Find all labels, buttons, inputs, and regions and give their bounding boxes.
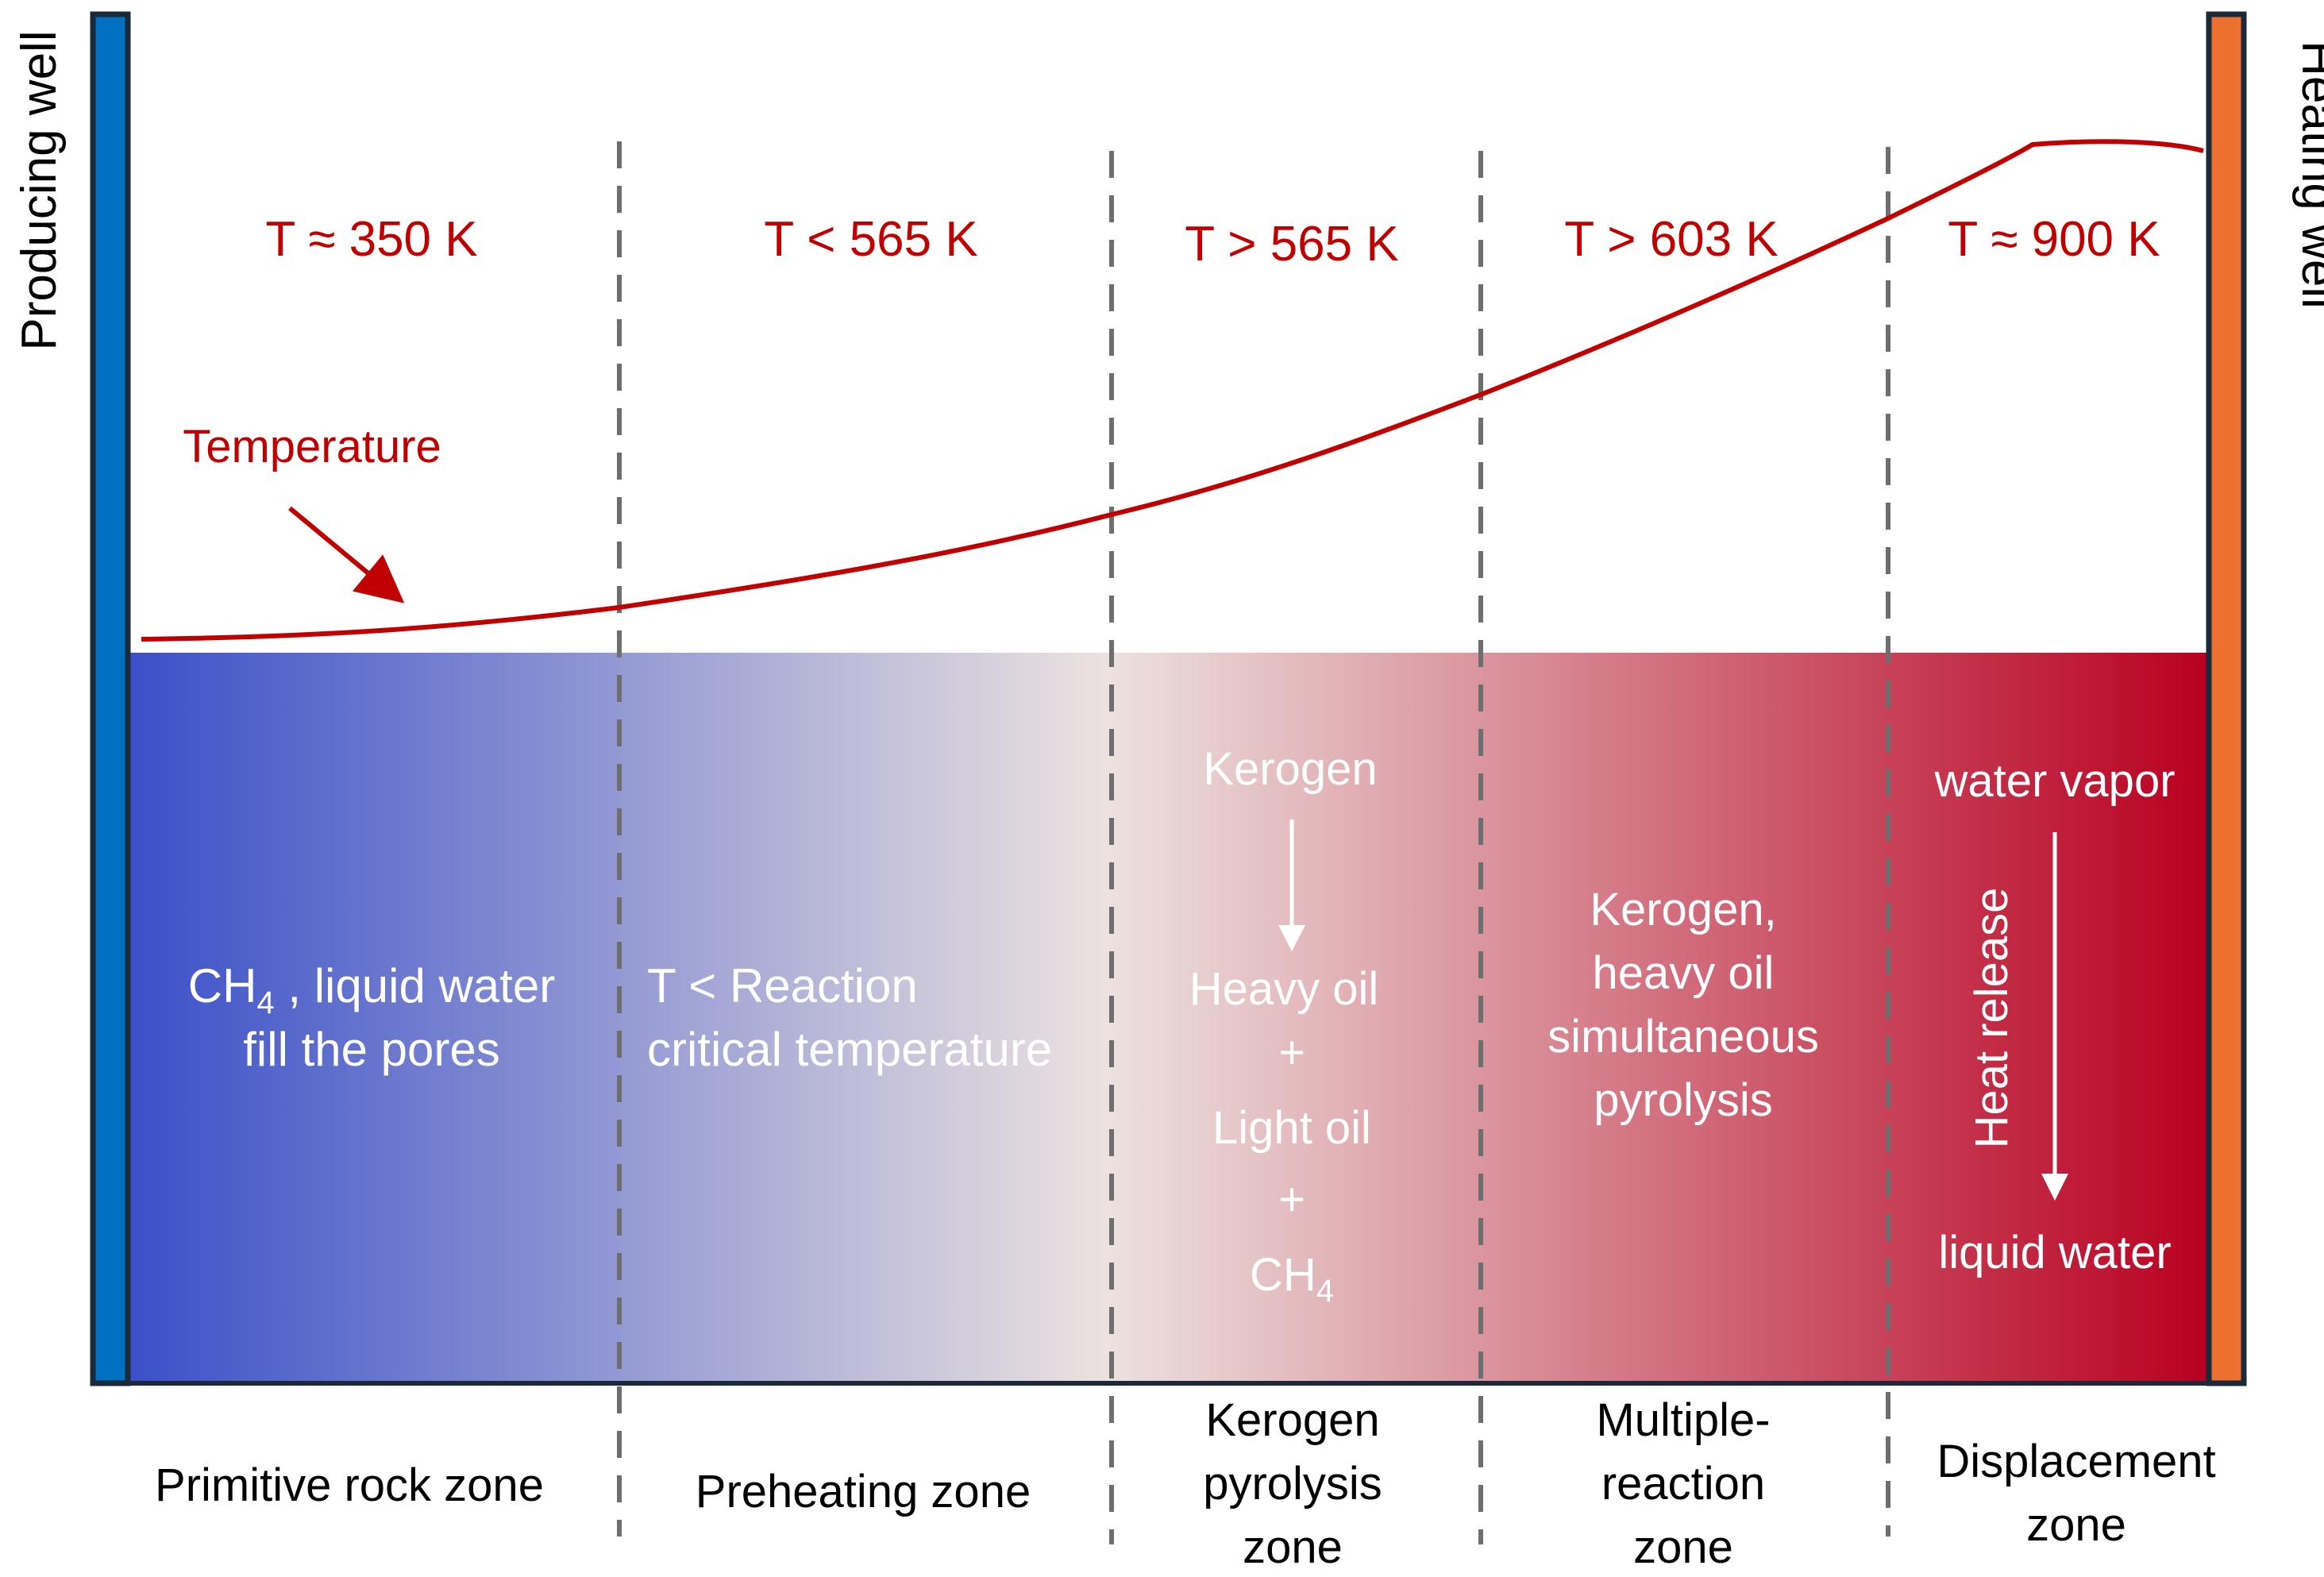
zone-name-1: Primitive rock zone <box>155 1459 544 1511</box>
displacement-contents: water vapor Heat release liquid water <box>1933 755 2175 1278</box>
pyrolysis-arrow-head <box>1278 925 1305 951</box>
pyrolysis-product-2: Light oil <box>1212 1102 1371 1154</box>
temperature-curve <box>141 139 2204 642</box>
heat-release-arrow-head <box>2041 1174 2068 1201</box>
zone-name-4c: zone <box>1633 1521 1733 1573</box>
producing-well-bar <box>90 11 131 1386</box>
temperature-label: Temperature <box>183 421 441 472</box>
displacement-top: water vapor <box>1933 755 2175 807</box>
zone-names: Primitive rock zone Preheating zone Kero… <box>155 1394 2216 1573</box>
zone-name-3b: pyrolysis <box>1203 1458 1382 1510</box>
heating-well-bar <box>2206 11 2247 1386</box>
primitive-line-1: CH4 , liquid water <box>188 959 555 1020</box>
preheating-contents: T < Reaction critical temperature <box>647 959 1052 1076</box>
zone-name-3a: Kerogen <box>1205 1394 1379 1446</box>
pyrolysis-reactant: Kerogen <box>1203 743 1377 795</box>
pyrolysis-product-1: Heavy oil <box>1189 963 1379 1015</box>
reservoir-band <box>129 653 2209 1383</box>
pyrolysis-plus-2: + <box>1278 1174 1305 1225</box>
zone-temp-3: T > 565 K <box>1185 217 1398 272</box>
pyrolysis-product-3: CH4 <box>1250 1249 1334 1309</box>
pyrolysis-contents: Kerogen Heavy oil + Light oil + CH4 <box>1189 743 1379 1309</box>
multiple-line-1: Kerogen, <box>1590 884 1776 935</box>
preheating-line-2: critical temperature <box>647 1023 1052 1076</box>
zone-temp-4: T > 603 K <box>1564 212 1778 267</box>
multiple-line-3: simultaneous <box>1547 1011 1819 1062</box>
displacement-bottom: liquid water <box>1938 1227 2171 1278</box>
multiple-line-2: heavy oil <box>1593 947 1775 999</box>
zone-name-5b: zone <box>2026 1499 2126 1551</box>
pyrolysis-plus-1: + <box>1278 1027 1305 1078</box>
zone-temp-1: T ≈ 350 K <box>265 212 477 267</box>
primitive-contents: CH4 , liquid water fill the pores <box>188 959 555 1076</box>
zone-temp-5: T ≈ 900 K <box>1948 212 2160 267</box>
preheating-line-1: T < Reaction <box>647 959 918 1012</box>
zone-temp-2: T < 565 K <box>764 212 977 267</box>
zone-name-4a: Multiple- <box>1596 1394 1770 1446</box>
temperature-arrow <box>288 506 405 603</box>
zone-name-3c: zone <box>1243 1521 1343 1573</box>
multiple-contents: Kerogen, heavy oil simultaneous pyrolysi… <box>1547 884 1819 1126</box>
zone-name-4b: reaction <box>1601 1458 1765 1510</box>
zone-temperatures: T ≈ 350 K T < 565 K T > 565 K T > 603 K … <box>265 212 2160 272</box>
producing-well-label: Producing well <box>12 30 67 350</box>
heating-well-label: Heating well <box>2291 40 2324 309</box>
zone-name-2: Preheating zone <box>696 1466 1031 1517</box>
primitive-line-2: fill the pores <box>243 1023 500 1076</box>
zone-name-5a: Displacement <box>1937 1436 2215 1487</box>
multiple-line-4: pyrolysis <box>1594 1074 1773 1126</box>
zone-dividers <box>617 141 1890 1544</box>
heat-release-label: Heat release <box>1966 888 2018 1149</box>
